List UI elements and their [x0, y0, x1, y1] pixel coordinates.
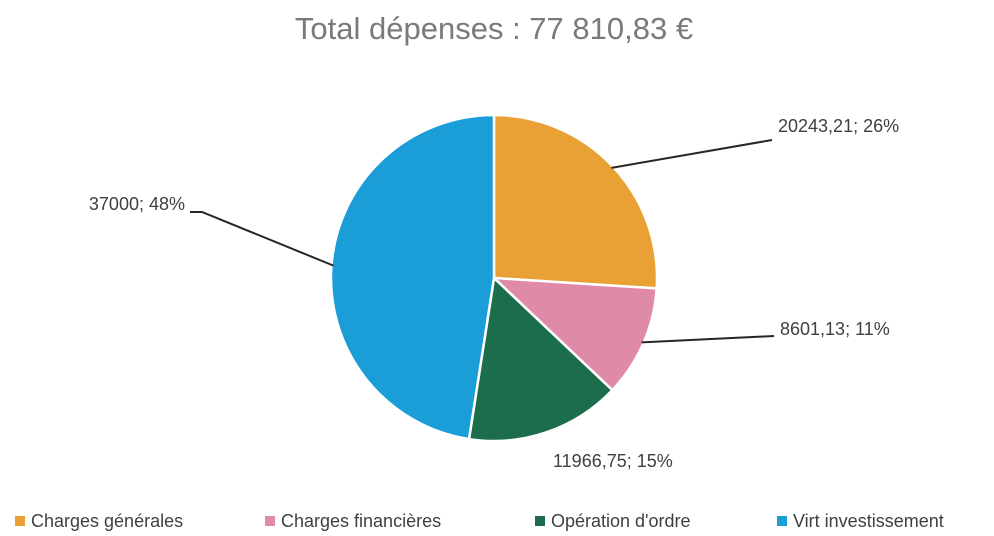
- leader-line: [611, 139, 773, 169]
- legend-swatch: [15, 516, 25, 526]
- legend-swatch: [777, 516, 787, 526]
- data-label: 37000; 48%: [89, 194, 185, 214]
- chart-title: Total dépenses : 77 810,83 €: [295, 11, 693, 46]
- legend-label: Charges générales: [31, 511, 183, 531]
- leader-line: [190, 211, 334, 267]
- data-label: 20243,21; 26%: [778, 116, 899, 136]
- legend-swatch: [265, 516, 275, 526]
- data-label: 11966,75; 15%: [553, 451, 673, 471]
- legend-swatch: [535, 516, 545, 526]
- leader-line: [641, 335, 775, 344]
- legend-label: Charges financières: [281, 511, 441, 531]
- pie-slice: [492, 113, 659, 290]
- pie-slice: [329, 113, 496, 441]
- pie-slice: [467, 275, 615, 443]
- data-label: 8601,13; 11%: [780, 319, 890, 339]
- legend-label: Opération d'ordre: [551, 511, 691, 531]
- legend-label: Virt investissement: [793, 511, 944, 531]
